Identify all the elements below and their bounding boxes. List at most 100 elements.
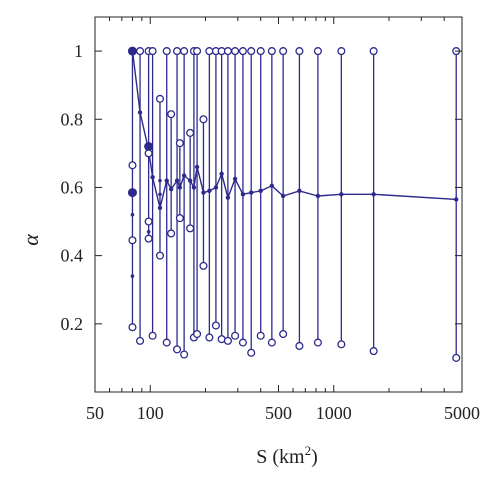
extra-point (158, 178, 162, 183)
first-max-point (127, 46, 137, 56)
y-tick-label: 1 (74, 41, 83, 61)
mean-point (168, 186, 174, 192)
y-axis-label: α (18, 234, 43, 246)
mean-point (174, 178, 180, 183)
y-tick-label: 0.8 (61, 109, 84, 129)
max-point (136, 47, 145, 56)
max-point (238, 47, 247, 56)
mean-point (177, 185, 183, 190)
mean-point (258, 188, 263, 194)
extra-point (128, 161, 137, 170)
max-point (186, 128, 195, 137)
x-tick-label: 1000 (316, 403, 352, 423)
min-point (231, 331, 240, 340)
mean-point (339, 192, 344, 197)
mean-point (201, 190, 206, 195)
min-point (267, 338, 276, 347)
min-point (193, 329, 202, 339)
y-tick-label: 0.6 (61, 177, 84, 197)
min-point (136, 336, 145, 345)
y-tick-label: 0.4 (61, 246, 84, 266)
y-axis: 0.2 0.4 0.6 0.8 1 (61, 41, 462, 334)
y-tick-label: 0.2 (61, 314, 84, 334)
max-point (173, 47, 182, 56)
min-point (144, 234, 153, 243)
extra-point (144, 149, 153, 158)
extra-point (130, 212, 135, 217)
max-point (205, 47, 214, 56)
min-point (128, 323, 137, 332)
max-point (167, 110, 176, 119)
min-point (167, 229, 176, 238)
mean-point (191, 185, 197, 190)
min-point (369, 347, 378, 356)
max-point (148, 47, 157, 56)
mean-point (297, 188, 302, 194)
max-point (175, 139, 184, 148)
min-point (238, 338, 247, 347)
mean-point (315, 193, 321, 199)
min-point (295, 341, 304, 351)
min-point (162, 338, 171, 347)
extra-point (146, 229, 151, 234)
extra-point (144, 217, 153, 226)
min-point (148, 331, 157, 340)
plot-area (94, 16, 463, 393)
min-point (452, 353, 461, 362)
mean-point (150, 175, 155, 180)
min-point (313, 338, 322, 347)
min-point (175, 214, 184, 223)
min-point (256, 331, 265, 340)
max-point (193, 47, 202, 56)
x-axis-label-main: S (km (256, 446, 305, 468)
max-point (162, 47, 171, 56)
max-point (231, 47, 240, 56)
extra-point (128, 236, 137, 245)
mean-point (249, 190, 254, 195)
min-point (186, 224, 195, 233)
max-point (155, 94, 165, 103)
min-point (247, 348, 256, 357)
min-point (337, 340, 346, 349)
x-axis-label-superscript: 2 (305, 443, 312, 458)
max-point (247, 47, 256, 56)
mean-point (454, 197, 459, 202)
max-point (256, 47, 265, 56)
mean-point (240, 192, 246, 197)
max-point (337, 47, 346, 56)
mean-point (207, 188, 212, 194)
extra-point (130, 274, 135, 278)
mean-point (213, 185, 219, 190)
min-point (155, 251, 165, 260)
x-tick-label: 100 (137, 403, 164, 423)
extra-point (158, 192, 162, 197)
x-tick-label: 50 (86, 403, 104, 423)
min-point (223, 336, 232, 345)
min-point (173, 345, 182, 354)
max-point (180, 47, 189, 56)
min-point (279, 329, 288, 339)
x-axis-label: S (km2) (256, 443, 318, 468)
max-point (313, 47, 322, 56)
mean-point (187, 178, 193, 183)
mean-point (225, 195, 231, 200)
mean-point (280, 193, 286, 199)
x-axis-label-close: ) (311, 446, 318, 468)
mean-point (269, 183, 275, 188)
max-point (223, 47, 232, 56)
mean-point (157, 205, 163, 211)
mean-line (131, 51, 457, 209)
max-point (199, 115, 208, 124)
mean-point (194, 164, 200, 170)
x-tick-label: 500 (265, 403, 292, 423)
mean-point (219, 171, 224, 177)
mean-point (137, 110, 143, 115)
max-point (295, 47, 304, 56)
min-point (211, 321, 220, 330)
min-point (180, 350, 189, 359)
max-point (369, 47, 378, 56)
max-point (267, 47, 276, 56)
x-axis: 50 100 500 1000 5000 (86, 17, 480, 423)
min-point (205, 333, 214, 342)
